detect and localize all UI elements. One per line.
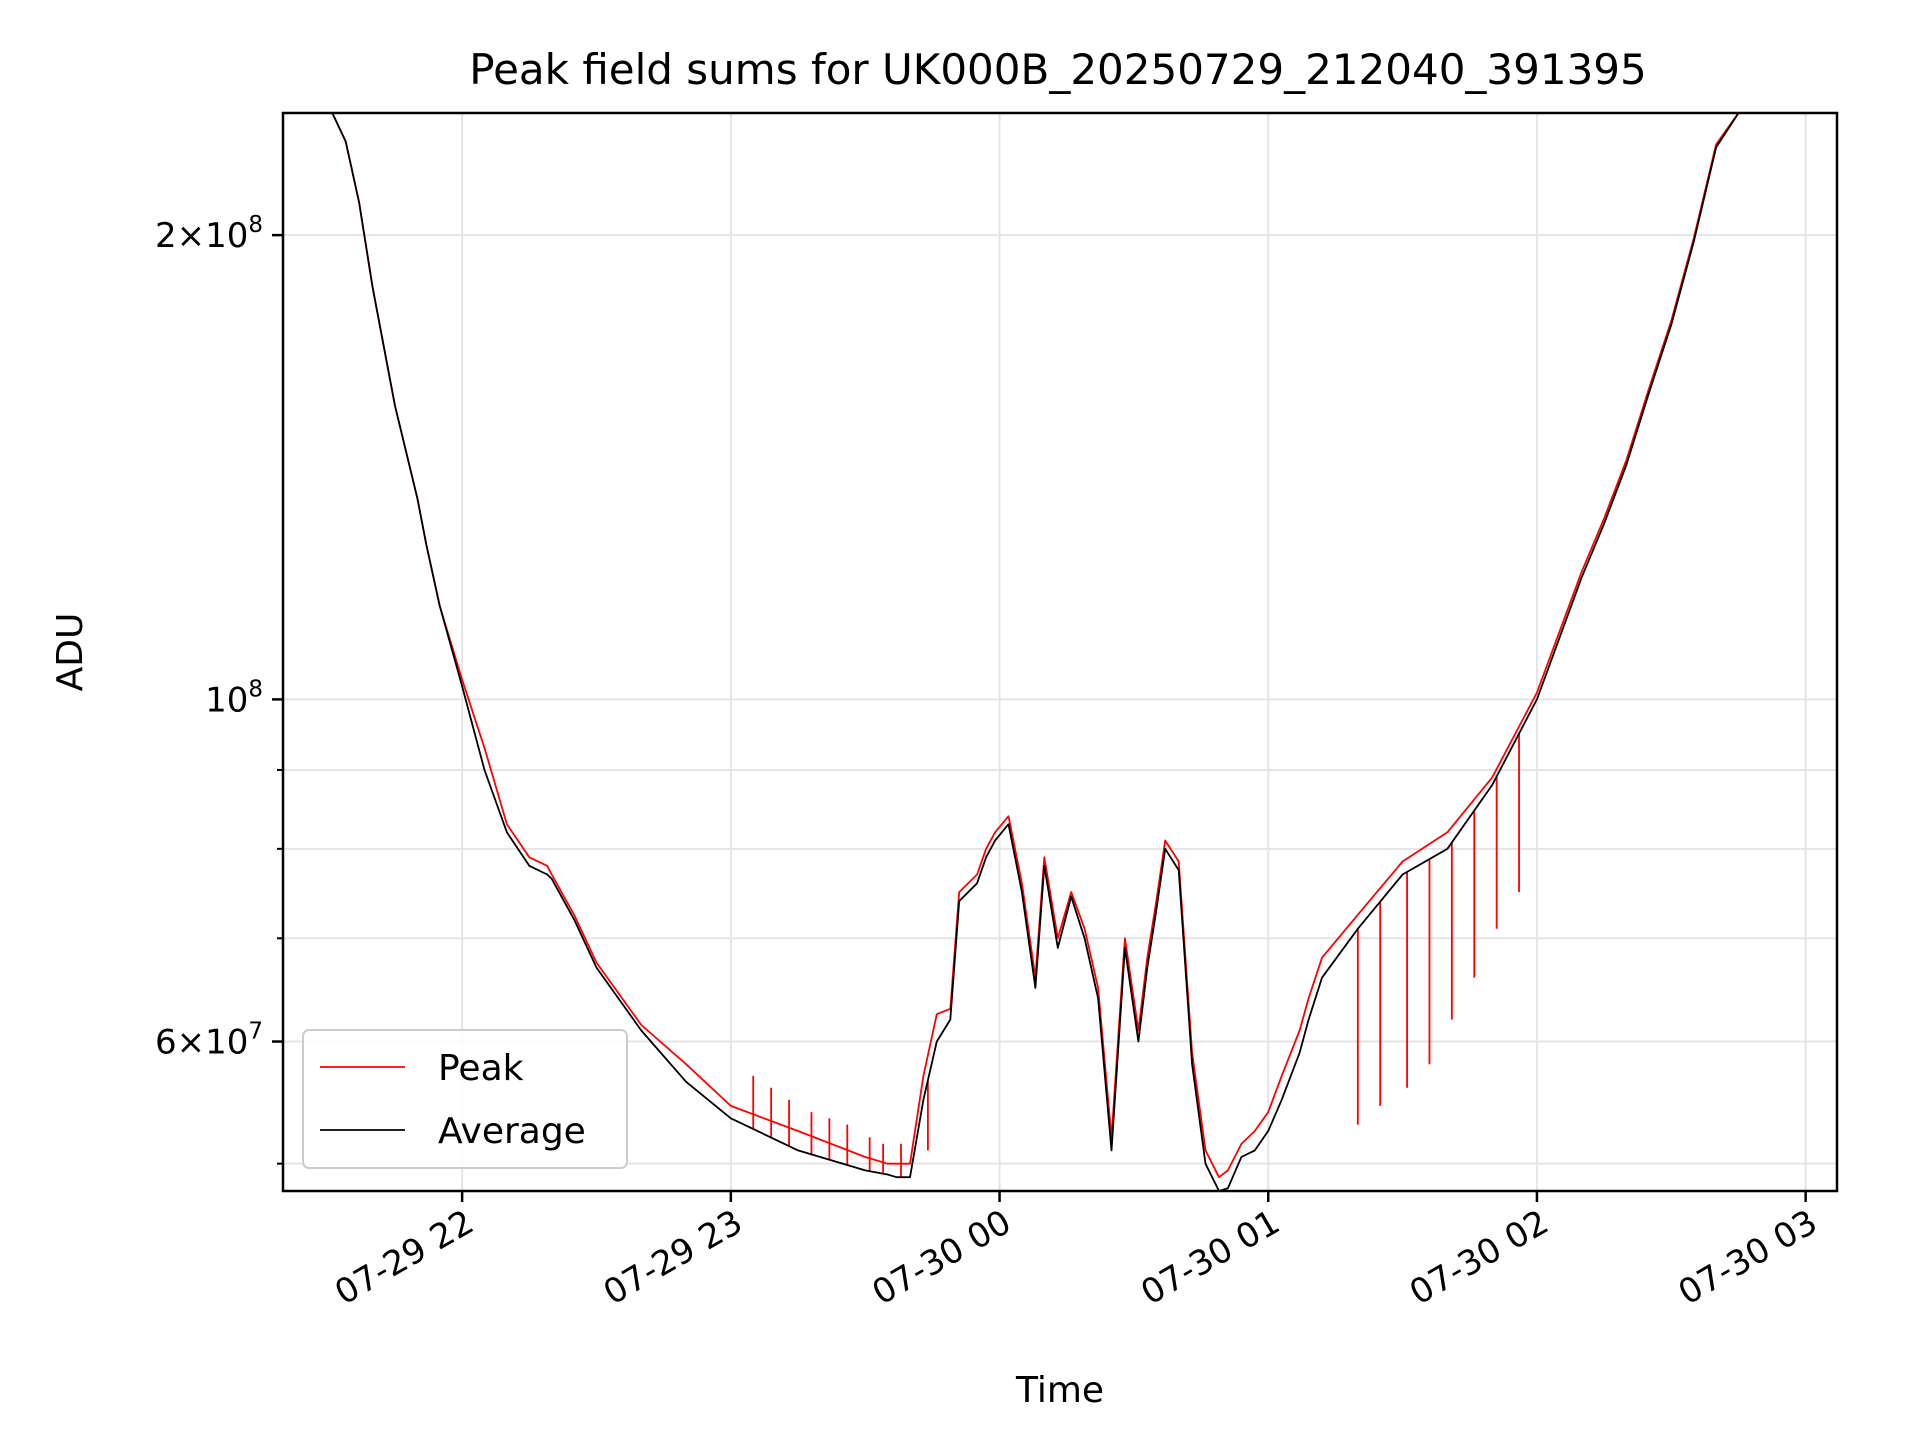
chart-title: Peak field sums for UK000B_20250729_2120… [469, 45, 1647, 94]
peak-series-line [283, 112, 1837, 1179]
y-tick-label: 108 [205, 676, 263, 720]
plot-area-frame [281, 111, 1839, 1193]
y-tick-label: 6×107 [155, 1019, 263, 1063]
y-axis-label: ADU [50, 613, 91, 692]
peak-spikes [752, 733, 1520, 1178]
legend-average-label: Average [438, 1111, 586, 1152]
average-series-line [283, 112, 1837, 1192]
legend-peak-label: Peak [438, 1048, 524, 1089]
x-axis-label: Time [1015, 1370, 1104, 1411]
y-axis-ticks: 2×108 108 6×107 [155, 212, 283, 1165]
series-layer [283, 112, 1837, 1192]
legend: Peak Average [302, 1029, 628, 1169]
legend-box [302, 1029, 628, 1169]
y-tick-label: 2×108 [155, 212, 263, 256]
